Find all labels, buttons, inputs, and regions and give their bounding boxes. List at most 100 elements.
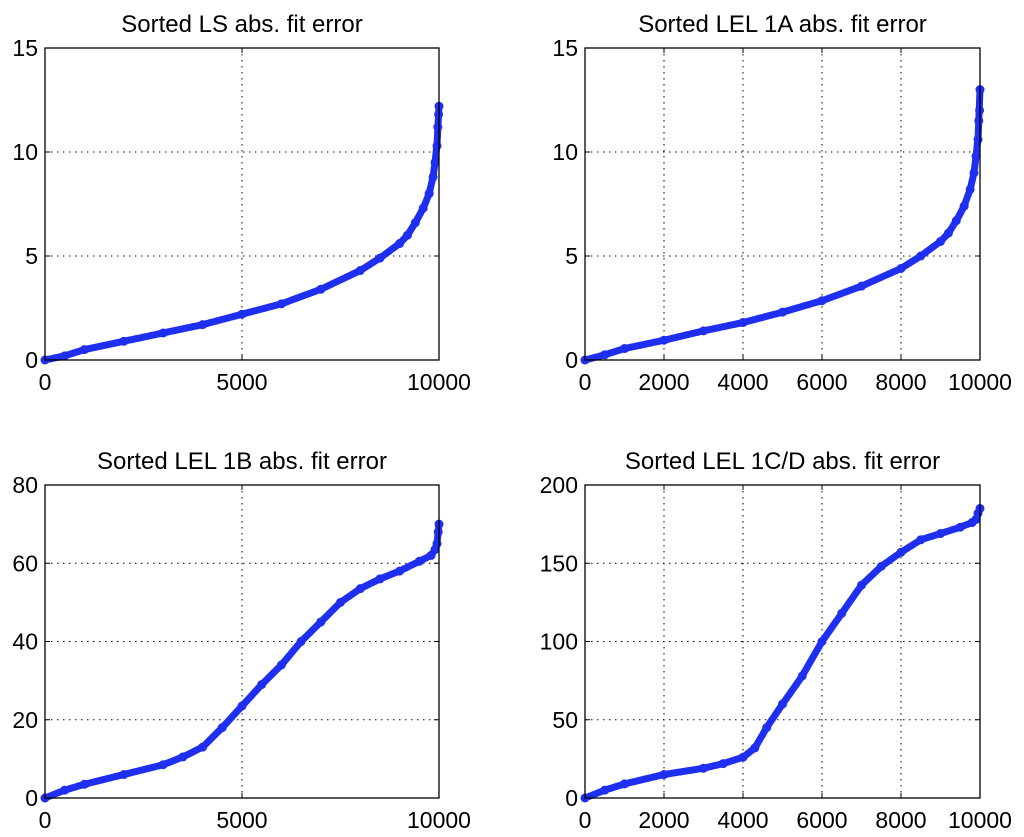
x-tick-label: 8000 bbox=[875, 807, 926, 833]
data-point bbox=[433, 527, 443, 537]
data-point bbox=[750, 743, 760, 753]
data-point bbox=[969, 168, 979, 178]
data-point bbox=[79, 345, 89, 355]
data-point bbox=[418, 203, 428, 213]
data-point bbox=[699, 763, 708, 773]
data-point bbox=[600, 350, 610, 360]
data-point bbox=[237, 309, 247, 319]
data-point bbox=[198, 742, 208, 752]
data-point bbox=[257, 680, 267, 690]
data-point bbox=[857, 281, 866, 291]
y-tick-label: 15 bbox=[552, 35, 578, 61]
x-tick-label: 5000 bbox=[216, 807, 267, 833]
y-tick-label: 0 bbox=[25, 785, 38, 811]
data-point bbox=[237, 701, 247, 711]
data-point bbox=[738, 752, 748, 762]
y-tick-label: 40 bbox=[12, 629, 38, 655]
data-point bbox=[718, 759, 728, 769]
data-point bbox=[837, 608, 847, 618]
data-point bbox=[79, 779, 89, 789]
y-tick-label: 10 bbox=[12, 139, 38, 165]
data-point bbox=[60, 785, 70, 795]
series-band bbox=[41, 520, 443, 802]
data-point bbox=[896, 263, 906, 273]
data-point bbox=[620, 779, 629, 789]
data-point bbox=[198, 320, 208, 330]
x-tick-label: 10000 bbox=[407, 369, 471, 395]
y-tick-label: 20 bbox=[12, 707, 38, 733]
data-point bbox=[778, 307, 787, 317]
data-point bbox=[943, 228, 953, 238]
data-point bbox=[778, 699, 787, 709]
axes-box bbox=[44, 47, 440, 361]
x-tick-label: 2000 bbox=[638, 369, 689, 395]
data-point bbox=[276, 299, 286, 309]
data-point bbox=[973, 135, 983, 145]
data-point bbox=[936, 236, 945, 246]
data-point bbox=[762, 723, 772, 733]
data-point bbox=[876, 561, 886, 571]
data-point bbox=[916, 535, 926, 545]
x-tick-label: 6000 bbox=[796, 807, 847, 833]
data-point bbox=[951, 216, 961, 226]
y-tick-label: 150 bbox=[540, 550, 578, 576]
x-tick-label: 0 bbox=[39, 807, 52, 833]
y-tick-label: 0 bbox=[25, 347, 38, 373]
data-point bbox=[276, 660, 286, 670]
data-point bbox=[375, 574, 385, 584]
x-tick-label: 4000 bbox=[717, 369, 768, 395]
axes-box bbox=[584, 484, 981, 799]
x-tick-label: 10000 bbox=[407, 807, 471, 833]
y-tick-label: 100 bbox=[540, 629, 578, 655]
x-tick-label: 0 bbox=[579, 807, 592, 833]
chart-title: Sorted LEL 1C/D abs. fit error bbox=[625, 448, 940, 475]
data-point bbox=[916, 251, 926, 261]
data-point bbox=[178, 752, 188, 762]
x-tick-label: 5000 bbox=[216, 369, 267, 395]
x-tick-label: 0 bbox=[39, 369, 52, 395]
y-tick-label: 5 bbox=[25, 243, 38, 269]
data-point bbox=[817, 637, 827, 646]
data-point bbox=[158, 328, 168, 338]
data-point bbox=[336, 597, 345, 607]
data-point bbox=[430, 157, 440, 167]
data-point bbox=[217, 723, 227, 733]
y-tick-label: 60 bbox=[12, 550, 38, 576]
data-point bbox=[316, 284, 326, 294]
x-tick-label: 0 bbox=[579, 369, 592, 395]
data-point bbox=[119, 770, 129, 780]
data-point bbox=[797, 671, 807, 681]
chart-title: Sorted LEL 1A abs. fit error bbox=[638, 11, 927, 38]
data-point bbox=[974, 116, 984, 126]
data-point bbox=[414, 556, 424, 566]
data-point bbox=[896, 547, 906, 557]
axes-box bbox=[584, 47, 981, 361]
chart-title: Sorted LS abs. fit error bbox=[121, 11, 362, 38]
y-tick-label: 200 bbox=[540, 472, 578, 498]
data-point bbox=[699, 326, 708, 336]
data-point bbox=[659, 770, 669, 780]
data-point bbox=[955, 522, 965, 532]
data-point bbox=[620, 344, 629, 354]
y-tick-label: 15 bbox=[12, 35, 38, 61]
data-point bbox=[402, 230, 412, 240]
x-tick-label: 10000 bbox=[948, 807, 1012, 833]
y-tick-label: 10 bbox=[552, 139, 578, 165]
data-point bbox=[355, 266, 365, 276]
data-point bbox=[296, 637, 306, 646]
data-point bbox=[424, 189, 434, 199]
x-tick-label: 6000 bbox=[796, 369, 847, 395]
data-point bbox=[659, 335, 669, 345]
data-point bbox=[395, 239, 405, 249]
data-point bbox=[316, 617, 326, 627]
data-point bbox=[971, 151, 981, 161]
axes-box bbox=[44, 484, 440, 799]
subplot-ls: Sorted LS abs. fit error 0 5000 10000 0 5 10 15 bbox=[12, 11, 471, 395]
data-point bbox=[433, 122, 443, 132]
data-point bbox=[158, 760, 168, 770]
data-point bbox=[119, 336, 129, 346]
series-band bbox=[581, 505, 984, 802]
data-point bbox=[428, 172, 438, 182]
